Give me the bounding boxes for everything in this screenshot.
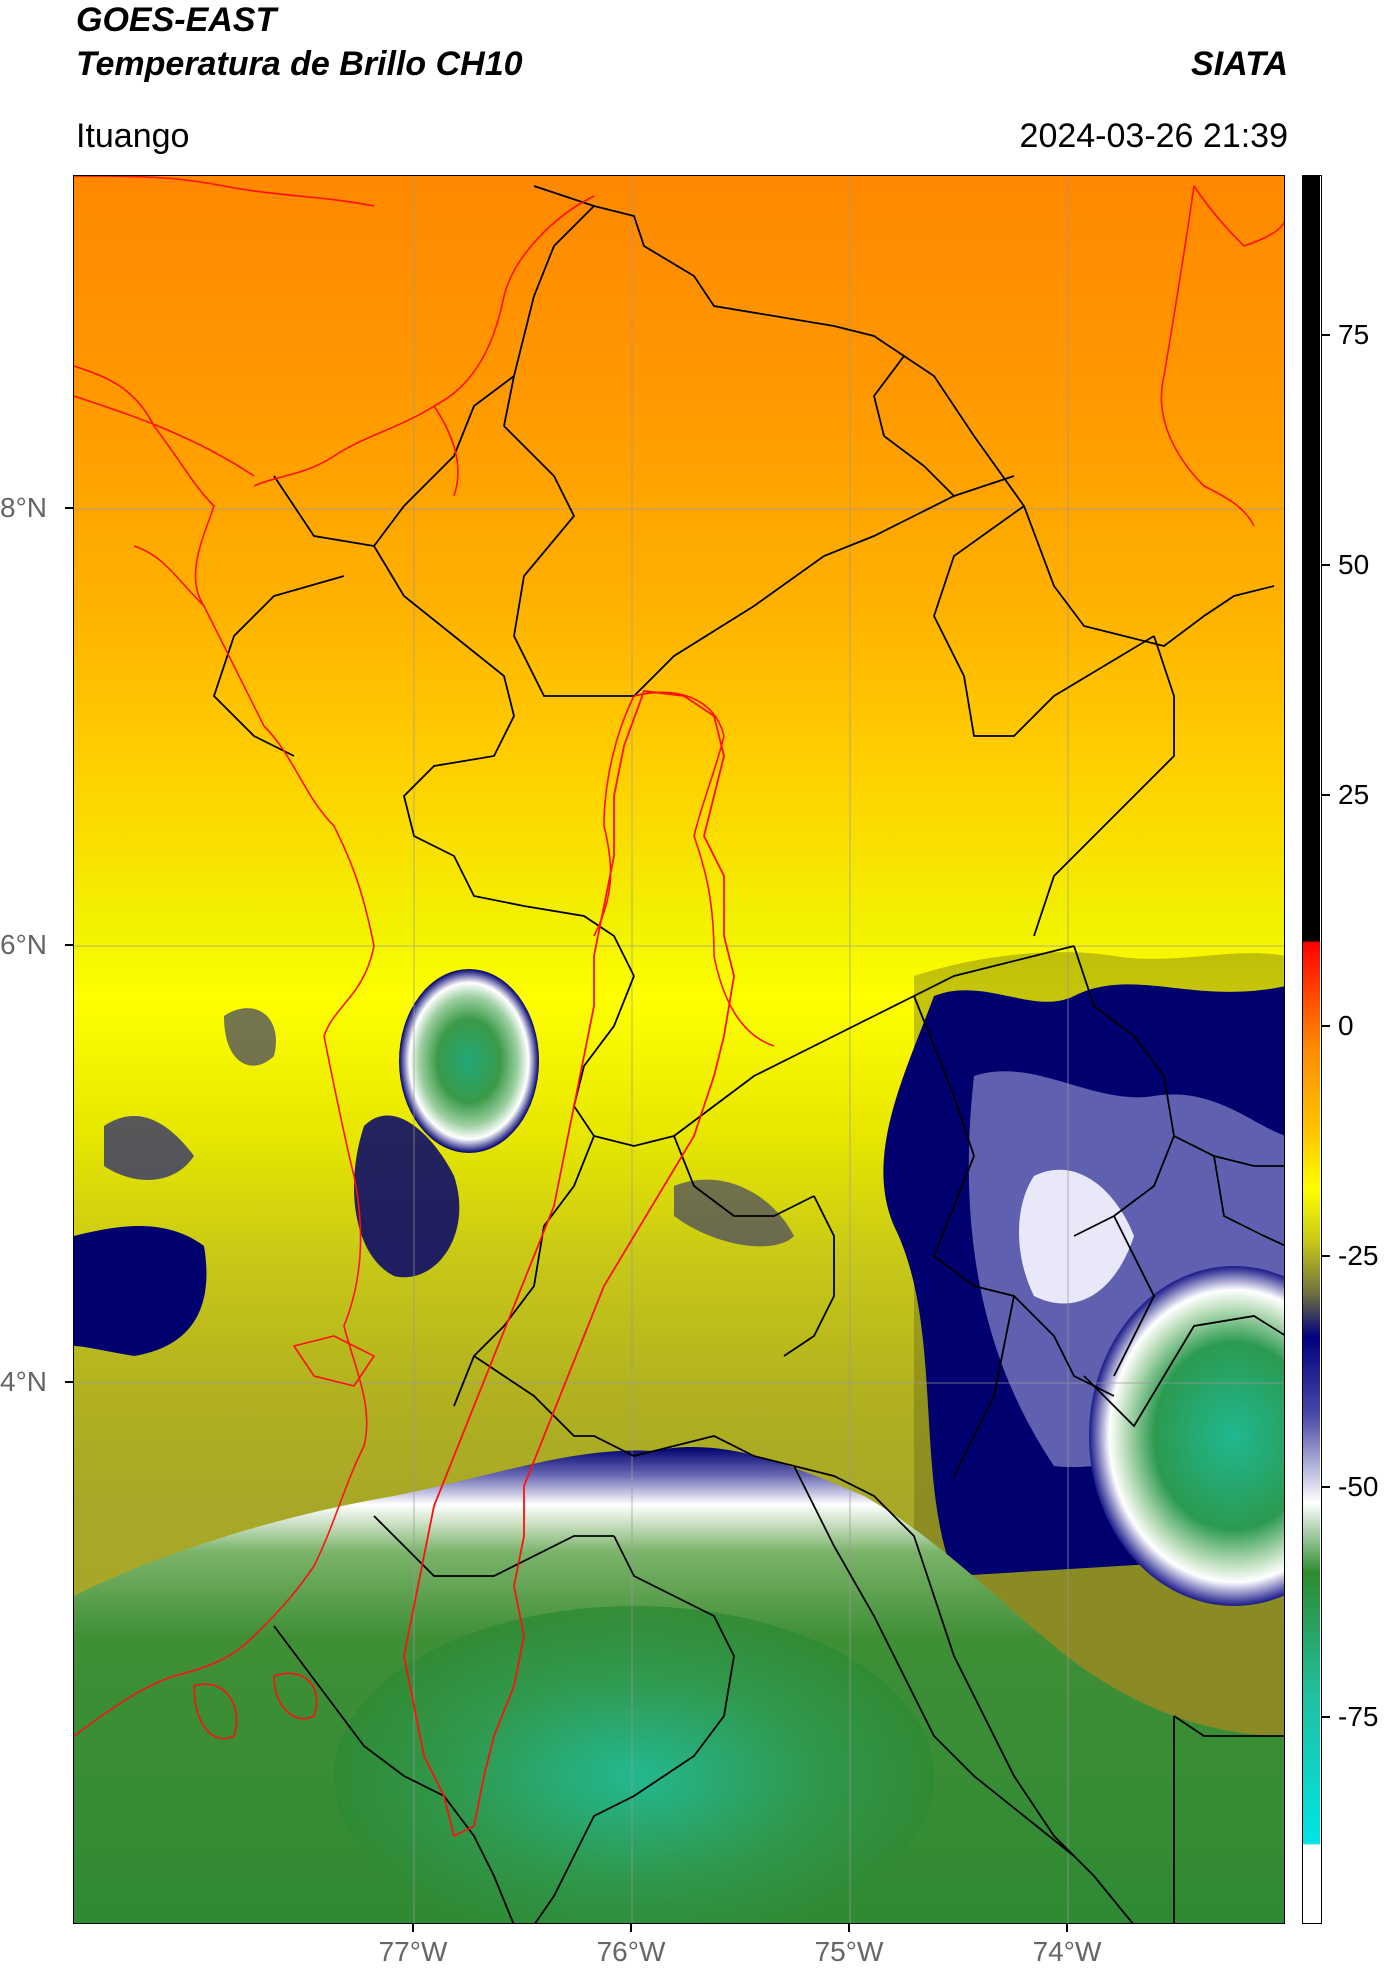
lon-label-75w: 75°W: [814, 1936, 884, 1967]
lon-label-74w: 74°W: [1032, 1936, 1102, 1967]
colorbar-label-25: 25: [1338, 779, 1370, 810]
colorbar-label-minus50: -50: [1338, 1471, 1379, 1502]
organization-label: SIATA: [1191, 45, 1288, 83]
colorbar-label-50: 50: [1338, 549, 1370, 580]
lon-label-76w: 76°W: [596, 1936, 666, 1967]
satellite-title: GOES-EAST: [76, 1, 277, 39]
satellite-map[interactable]: [73, 175, 1285, 1924]
product-title: Temperatura de Brillo CH10: [76, 45, 523, 83]
lon-label-77w: 77°W: [378, 1936, 448, 1967]
colorbar-label-minus25: -25: [1338, 1240, 1379, 1271]
lat-label-8n: 8°N: [0, 492, 47, 523]
colorbar-gradient: [1303, 176, 1320, 1922]
timestamp-label: 2024-03-26 21:39: [1019, 117, 1288, 155]
colorbar-label-75: 75: [1338, 319, 1370, 350]
lat-label-6n: 6°N: [0, 929, 47, 960]
colorbar-label-minus75: -75: [1338, 1701, 1379, 1732]
colorbar-label-0: 0: [1338, 1010, 1354, 1041]
temperature-colorbar: [1302, 175, 1322, 1924]
brightness-temperature-map: [74, 176, 1284, 1923]
lat-label-4n: 4°N: [0, 1366, 47, 1397]
region-label: Ituango: [76, 117, 190, 155]
